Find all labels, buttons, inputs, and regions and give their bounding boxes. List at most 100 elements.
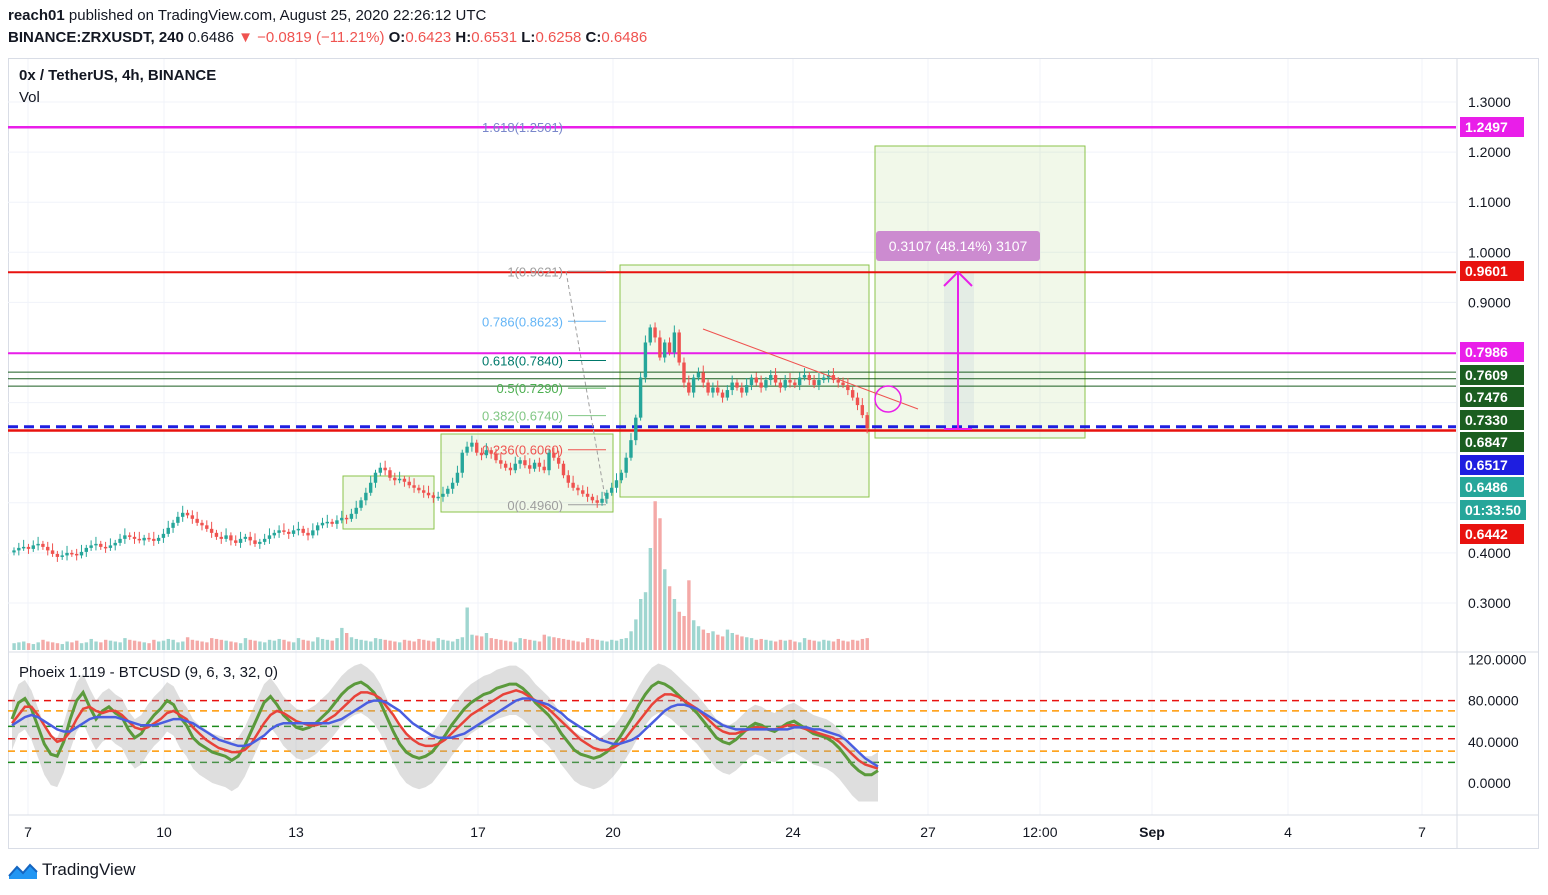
volume-bar: [711, 631, 715, 650]
volume-bar: [639, 599, 643, 650]
candle-body: [860, 405, 865, 416]
candle-body: [205, 525, 209, 529]
volume-bar: [103, 639, 108, 650]
candle-body: [267, 535, 272, 539]
volume-bar: [436, 638, 440, 650]
volume-bar: [552, 637, 556, 650]
candle-body: [84, 547, 88, 552]
candle-body: [70, 552, 74, 555]
volume-bar: [571, 640, 575, 650]
volume-bar: [745, 637, 749, 650]
volume-bar: [687, 580, 691, 650]
candle-body: [614, 480, 619, 488]
candle-body: [417, 487, 421, 491]
candlesticks: [12, 322, 869, 562]
volume-bar: [595, 639, 600, 650]
volume-bar: [576, 641, 580, 650]
volume-bar: [330, 640, 334, 650]
volume-bar: [118, 642, 122, 650]
symbol-interval: BINANCE:ZRXUSDT, 240: [8, 29, 184, 46]
volume-bar: [335, 638, 339, 650]
candle-body: [547, 452, 551, 471]
oscillator-title: Phoeix 1.119 - BTCUSD (9, 6, 3, 32, 0): [19, 664, 279, 681]
candle-body: [137, 538, 142, 541]
volume-bar: [234, 642, 238, 650]
candle-body: [783, 380, 787, 388]
price-tag: 01:33:50: [1460, 500, 1527, 520]
zone-rectangle: [440, 433, 614, 513]
candle-body: [725, 390, 730, 398]
volume-bar: [243, 638, 248, 650]
candle-body: [749, 377, 754, 386]
candle-body: [542, 466, 546, 471]
volume-bar: [696, 626, 701, 650]
volume-bar: [132, 640, 137, 650]
candle-body: [571, 482, 575, 488]
volume-bar: [566, 639, 571, 650]
volume-bar: [219, 639, 224, 650]
volume-bar: [369, 641, 373, 650]
volume-bar: [70, 642, 74, 650]
price-axis-label: 1.1000: [1468, 194, 1511, 210]
volume-bar: [532, 640, 537, 650]
time-axis-label: 17: [470, 824, 486, 840]
time-axis-label: 7: [1418, 824, 1426, 840]
candle-body: [793, 382, 797, 386]
volume-bar: [667, 586, 672, 650]
candle-body: [465, 446, 469, 453]
candle-body: [446, 488, 450, 494]
fib-level-label: 1.618(1.2501): [482, 120, 563, 135]
candle-body: [648, 327, 652, 343]
candle-body: [836, 380, 840, 383]
volume-bar: [663, 569, 667, 650]
volume-bar: [426, 640, 431, 650]
volume-bar: [692, 620, 696, 650]
volume-bar: [499, 639, 503, 650]
trend-drawings: 0.3107 (48.14%) 3107: [702, 231, 1040, 430]
volume-bar: [128, 639, 132, 650]
volume-bar: [26, 643, 31, 650]
publish-info: published on TradingView.com, August 25,…: [64, 7, 487, 24]
volume-bar: [836, 638, 841, 650]
candle-body: [46, 546, 50, 551]
volume-bar: [157, 641, 161, 650]
volume-bar: [325, 639, 330, 650]
candle-body: [470, 442, 474, 447]
volume-bar: [759, 638, 763, 650]
candle-body: [166, 527, 170, 534]
volume-bar: [75, 640, 79, 650]
measure-label-text: 0.3107 (48.14%) 3107: [889, 238, 1028, 254]
candle-body: [378, 467, 383, 473]
volume-bar: [860, 638, 865, 650]
volume-bar: [465, 607, 469, 650]
candle-body: [817, 380, 821, 386]
price-tag: 0.7330: [1460, 410, 1524, 430]
descending-trendline: [702, 328, 919, 410]
candle-body: [711, 387, 715, 393]
candle-body: [161, 533, 166, 538]
oscillator-line: [11, 697, 879, 768]
volume-bar: [301, 639, 305, 650]
candle-body: [643, 342, 648, 378]
volume-bar: [812, 640, 816, 650]
candle-body: [764, 380, 768, 388]
volume-bar: [99, 642, 103, 650]
candle-body: [354, 507, 358, 514]
volume-bar: [258, 641, 262, 650]
candle-body: [778, 382, 783, 388]
oscillator-axis-label: 40.0000: [1468, 734, 1519, 750]
open-value: 0.6423: [405, 29, 452, 46]
volume-bar: [65, 641, 69, 650]
footer-brand[interactable]: TradingView: [8, 860, 136, 880]
candle-body: [181, 512, 185, 517]
candle-body: [503, 463, 508, 468]
candle-body: [682, 362, 686, 383]
last-price: 0.6486: [188, 29, 234, 46]
time-axis-label: 24: [785, 824, 801, 840]
author-name[interactable]: reach01: [8, 7, 65, 24]
volume-bar: [841, 640, 845, 650]
volume-bar: [60, 644, 64, 650]
price-tag: 0.7986: [1460, 342, 1524, 362]
volume-bar: [605, 641, 609, 650]
